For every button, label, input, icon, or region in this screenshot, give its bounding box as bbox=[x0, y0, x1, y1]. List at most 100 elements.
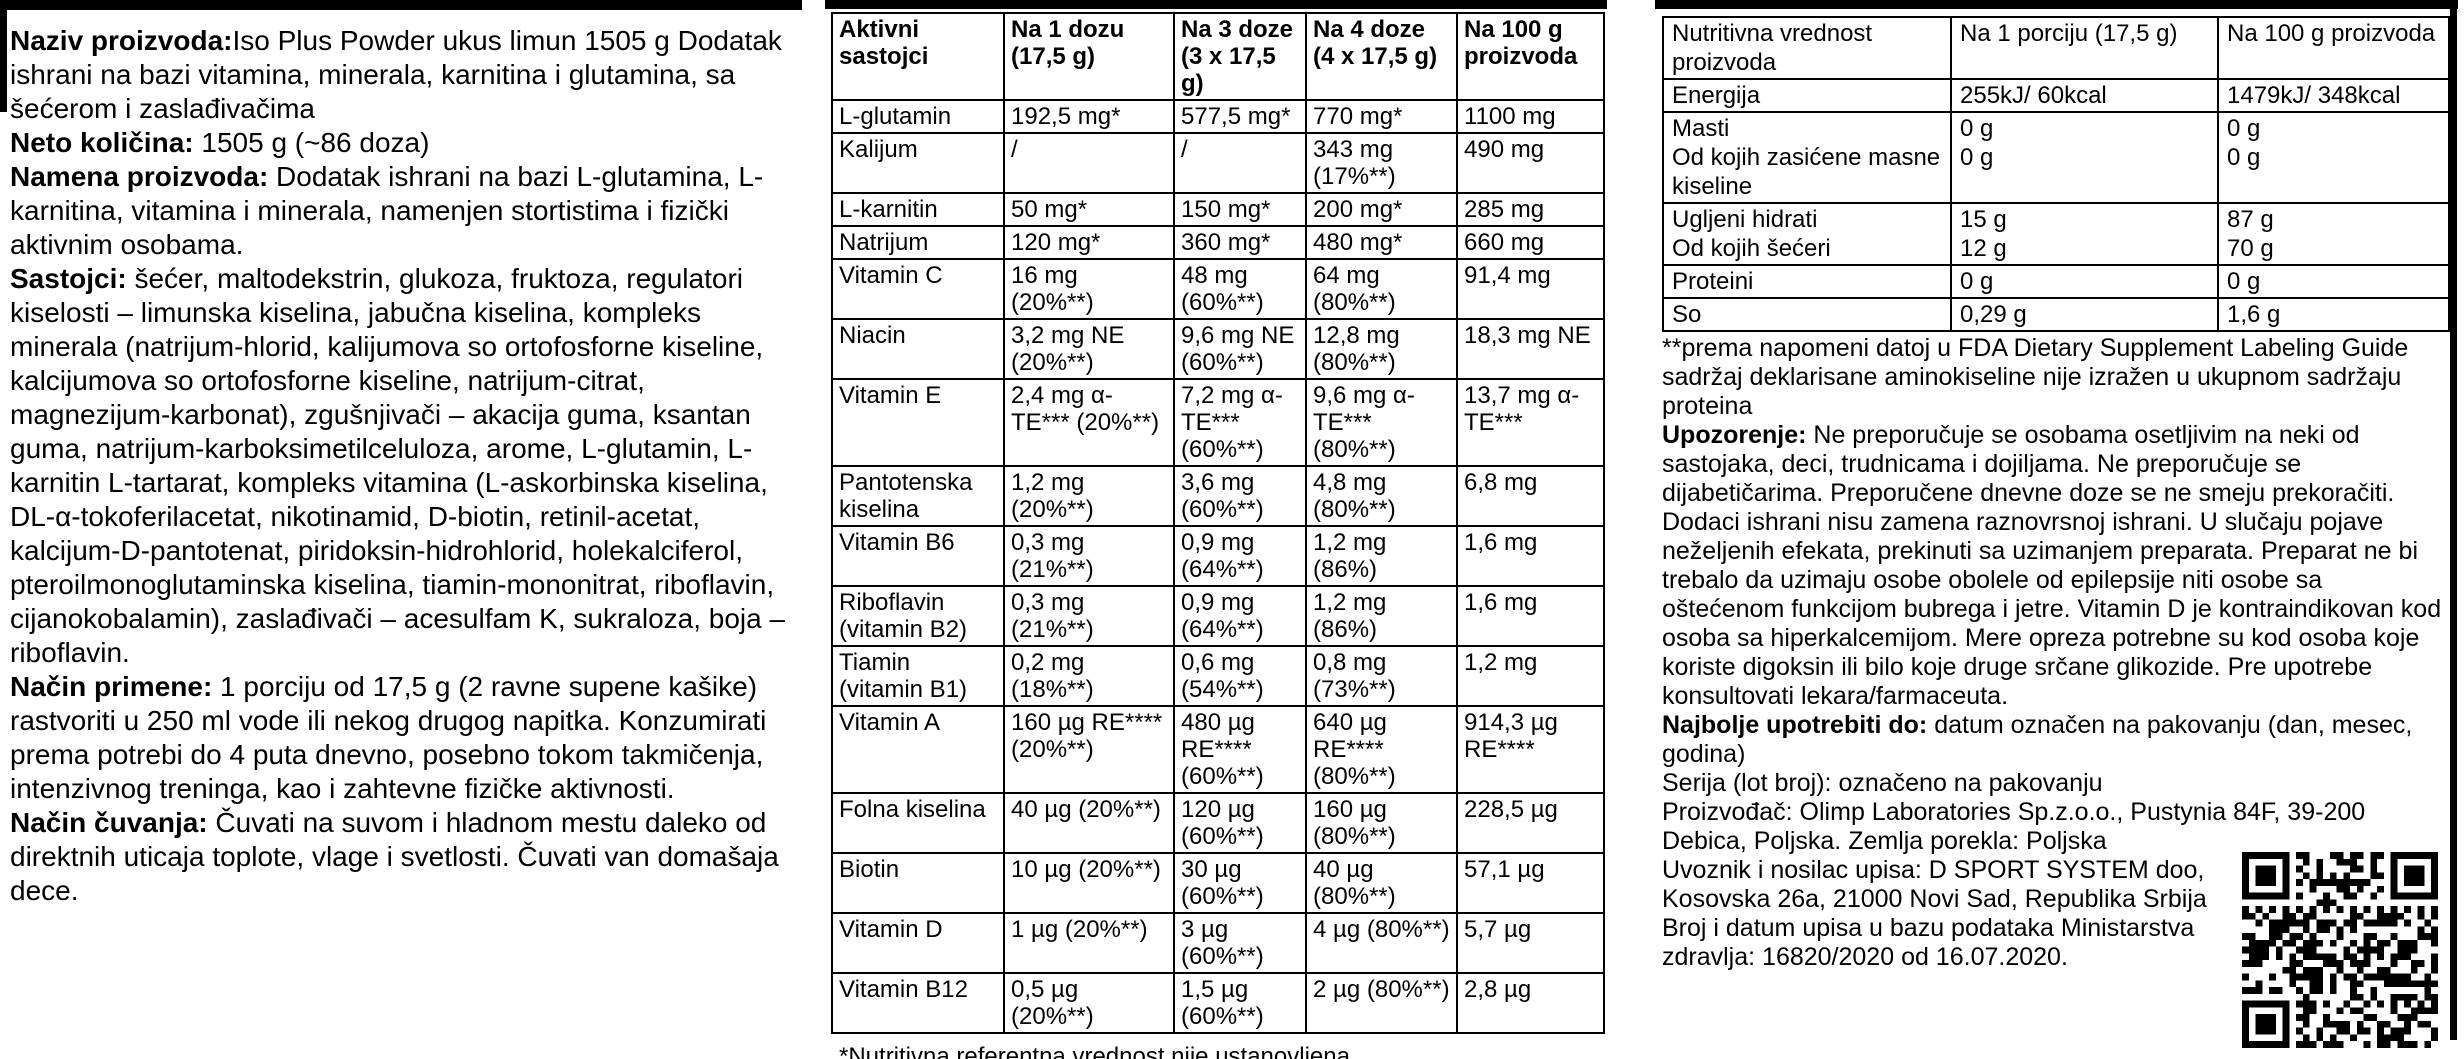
table-cell: 6,8 mg bbox=[1456, 465, 1605, 527]
table-cell: 1 µg (20%**) bbox=[1003, 912, 1175, 974]
active-ingredients-table: Aktivni sastojci Na 1 dozu (17,5 g) Na 3 d… bbox=[831, 12, 1605, 1034]
table-cell: 1,6 g bbox=[2217, 297, 2450, 332]
table-row: Vitamin B12 0,5 µg (20%**) 1,5 µg (60%**) 2… bbox=[831, 972, 1605, 1034]
section-text: Dodatak ishrani na bazi L-glutamina, L-k… bbox=[10, 161, 764, 260]
table-row: Ugljeni hidrati Od kojih šećeri 15 g 12 g 87… bbox=[1662, 202, 2450, 266]
nutrition-table: Nutritivna vrednost proizvoda Na 1 porcij… bbox=[1662, 16, 2450, 332]
table-row: Kalijum //343 mg (17%**) 490 mg bbox=[831, 132, 1605, 194]
table-cell: 3,6 mg (60%**) bbox=[1173, 465, 1307, 527]
table-row: Folna kiselina 40 µg (20%**) 120 µg (60%**… bbox=[831, 792, 1605, 854]
table-cell: Vitamin B12 bbox=[831, 972, 1005, 1034]
section-label: Namena proizvoda: bbox=[10, 161, 269, 192]
table-cell: 914,3 µg RE**** bbox=[1456, 705, 1605, 794]
nutrition-panel: Nutritivna vrednost proizvoda Na 1 porcij… bbox=[1662, 16, 2450, 972]
cell-line: 12 g bbox=[1960, 235, 2007, 262]
manufacturer-line: Proizvođač: Olimp Laboratories Sp.z.o.o.… bbox=[1662, 798, 2366, 855]
table-row: Vitamin E 2,4 mg α-TE*** (20%**) 7,2 mg α-… bbox=[831, 378, 1605, 467]
table-cell: 4 µg (80%**) bbox=[1305, 912, 1458, 974]
section-naziv: Naziv proizvoda:Iso Plus Powder ukus lim… bbox=[10, 24, 800, 126]
cell-line: 1479kJ/ 348kcal bbox=[2227, 82, 2401, 109]
table-cell: 0 g bbox=[1950, 264, 2219, 299]
section-neto: Neto količina: 1505 g (~86 doza) bbox=[10, 126, 800, 160]
table-row: Natrijum 120 mg* 360 mg* 480 mg* 660 mg bbox=[831, 225, 1605, 260]
table-cell: 15 g 12 g bbox=[1950, 202, 2219, 266]
table-cell: 160 µg (80%**) bbox=[1305, 792, 1458, 854]
table-row: Pantotenska kiselina 1,2 mg (20%**) 3,6 mg… bbox=[831, 465, 1605, 527]
table-cell: 120 µg (60%**) bbox=[1173, 792, 1307, 854]
table-cell: 18,3 mg NE bbox=[1456, 318, 1605, 380]
column-header: Aktivni sastojci bbox=[831, 12, 1005, 101]
table-cell: 9,6 mg α-TE*** (80%**) bbox=[1305, 378, 1458, 467]
cell-line: 0 g bbox=[2227, 115, 2261, 142]
table-cell: Natrijum bbox=[831, 225, 1005, 260]
table-row: L-karnitin 50 mg* 150 mg* 200 mg* 285 mg bbox=[831, 192, 1605, 227]
table-cell: 0,3 mg (21%**) bbox=[1003, 525, 1175, 587]
table-cell: 1,6 mg bbox=[1456, 525, 1605, 587]
table-footnotes: *Nutritivna referentna vrednost nije ust… bbox=[831, 1042, 1605, 1059]
column-header: Na 1 dozu (17,5 g) bbox=[1003, 12, 1175, 101]
table-cell: 40 µg (20%**) bbox=[1003, 792, 1175, 854]
table-cell: 64 mg (80%**) bbox=[1305, 258, 1458, 320]
table-cell: 0,29 g bbox=[1950, 297, 2219, 332]
table-cell: 1,2 mg (86%) bbox=[1305, 585, 1458, 647]
top-border-right bbox=[1655, 0, 2458, 9]
best-before-section: Najbolje upotrebiti do: datum označen na… bbox=[1662, 711, 2448, 769]
table-row: Vitamin C 16 mg (20%**) 48 mg (60%**) 64 mg… bbox=[831, 258, 1605, 320]
table-cell: 3,2 mg NE (20%**) bbox=[1003, 318, 1175, 380]
table-cell: 285 mg bbox=[1456, 192, 1605, 227]
table-cell: Masti Od kojih zasićene masne kiseline bbox=[1662, 111, 1952, 204]
table-cell: 1,2 mg (86%) bbox=[1305, 525, 1458, 587]
qr-code bbox=[2242, 852, 2438, 1048]
table-cell: Vitamin E bbox=[831, 378, 1005, 467]
table-cell: 480 µg RE**** (60%**) bbox=[1173, 705, 1307, 794]
importer-line: Uvoznik i nosilac upisa: D SPORT SYSTEM … bbox=[1662, 856, 2207, 913]
table-row: Niacin 3,2 mg NE (20%**) 9,6 mg NE (60%**)… bbox=[831, 318, 1605, 380]
table-cell: 0,2 mg (18%**) bbox=[1003, 645, 1175, 707]
registration-line: Broj i datum upisa u bazu podataka Minis… bbox=[1662, 914, 2195, 971]
table-cell: 0,6 mg (54%**) bbox=[1173, 645, 1307, 707]
cell-line: 87 g bbox=[2227, 206, 2274, 233]
table-cell: Energija bbox=[1662, 78, 1952, 113]
table-cell: 343 mg (17%**) bbox=[1305, 132, 1458, 194]
cell-line: Od kojih šećeri bbox=[1672, 235, 1831, 262]
table-cell: Biotin bbox=[831, 852, 1005, 914]
cell-line: 255kJ/ 60kcal bbox=[1960, 82, 2107, 109]
table-cell: 0,8 mg (73%**) bbox=[1305, 645, 1458, 707]
table-cell: 120 mg* bbox=[1003, 225, 1175, 260]
cell-line: Masti bbox=[1672, 115, 1730, 142]
cell-line: 70 g bbox=[2227, 235, 2274, 262]
warning-label: Upozorenje: bbox=[1662, 421, 1807, 449]
table-cell: Tiamin (vitamin B1) bbox=[831, 645, 1005, 707]
table-cell: 9,6 mg NE (60%**) bbox=[1173, 318, 1307, 380]
fda-footnote: **prema napomeni datoj u FDA Dietary Sup… bbox=[1662, 334, 2409, 420]
table-cell: 40 µg (80%**) bbox=[1305, 852, 1458, 914]
table-cell: 2 µg (80%**) bbox=[1305, 972, 1458, 1034]
left-border-tick bbox=[0, 0, 7, 112]
lot-line: Serija (lot broj): označeno na pakovanju bbox=[1662, 769, 2103, 797]
cell-line: 0 g bbox=[1960, 144, 1994, 171]
table-cell: 490 mg bbox=[1456, 132, 1605, 194]
cell-line: 15 g bbox=[1960, 206, 2007, 233]
table-cell: 200 mg* bbox=[1305, 192, 1458, 227]
column-header: Na 100 g proizvoda bbox=[2217, 16, 2450, 80]
table-cell: 0,5 µg (20%**) bbox=[1003, 972, 1175, 1034]
table-cell: 3 µg (60%**) bbox=[1173, 912, 1307, 974]
section-text: 1505 g (~86 doza) bbox=[193, 127, 430, 158]
top-border-left bbox=[0, 0, 802, 10]
footnote: *Nutritivna referentna vrednost nije ust… bbox=[839, 1043, 1350, 1059]
table-cell: 255kJ/ 60kcal bbox=[1950, 78, 2219, 113]
table-cell: 0,9 mg (64%**) bbox=[1173, 525, 1307, 587]
header-row: Aktivni sastojci Na 1 dozu (17,5 g) Na 3 d… bbox=[831, 12, 1605, 101]
best-before-text: datum označen na pakovanju (dan, mesec, … bbox=[1662, 711, 2413, 768]
table-cell: 640 µg RE**** (80%**) bbox=[1305, 705, 1458, 794]
cell-line: Ugljeni hidrati bbox=[1672, 206, 1818, 233]
right-border bbox=[2450, 0, 2457, 1040]
section-label: Način primene: bbox=[10, 671, 213, 702]
table-row: Riboflavin (vitamin B2) 0,3 mg (21%**) 0,9… bbox=[831, 585, 1605, 647]
active-ingredients-panel: Aktivni sastojci Na 1 dozu (17,5 g) Na 3 d… bbox=[831, 12, 1605, 1059]
section-label: Naziv proizvoda: bbox=[10, 25, 233, 56]
table-cell: Proteini bbox=[1662, 264, 1952, 299]
table-cell: / bbox=[1003, 132, 1175, 194]
best-before-label: Najbolje upotrebiti do: bbox=[1662, 711, 1928, 739]
